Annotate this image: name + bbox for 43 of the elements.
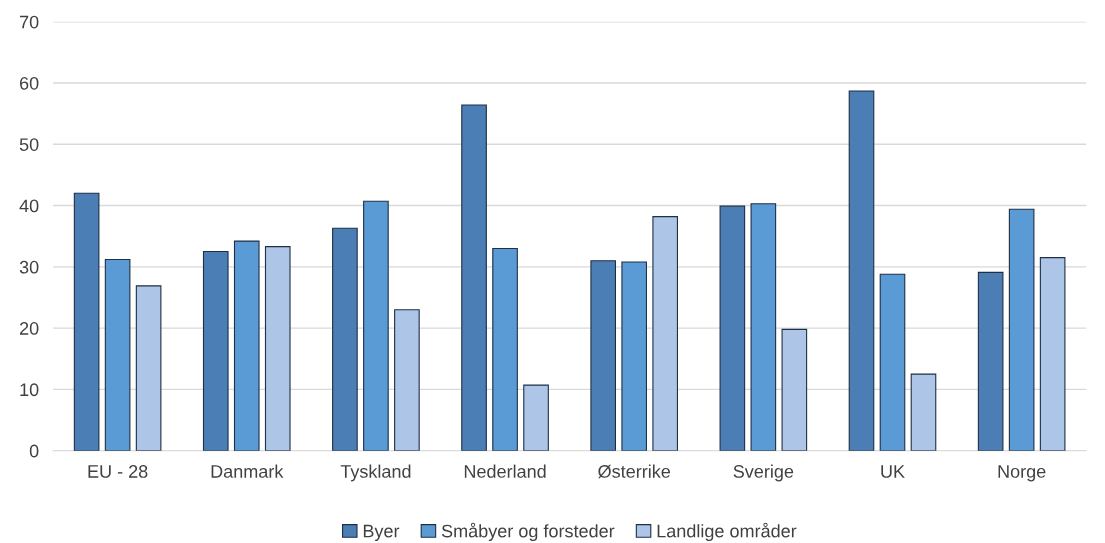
- y-tick-label: 70: [20, 15, 39, 29]
- bar: [394, 309, 420, 451]
- bar: [523, 384, 549, 451]
- bar: [719, 205, 746, 451]
- x-tick-label: EU - 28: [88, 465, 148, 478]
- y-tick-label: 30: [19, 260, 39, 274]
- y-tick-label: 60: [19, 76, 39, 90]
- bar: [750, 203, 777, 451]
- bar: [233, 240, 260, 451]
- y-tick-label: 10: [20, 383, 39, 397]
- legend-label: Byer: [363, 524, 400, 542]
- bar: [73, 192, 100, 451]
- bar: [781, 328, 808, 451]
- bar: [202, 250, 229, 451]
- y-tick-label: 50: [19, 138, 39, 151]
- bar: [363, 200, 389, 451]
- legend-label: Landlige områder: [657, 522, 797, 542]
- x-tick-label: UK: [881, 465, 905, 478]
- x-tick-label: Sverige: [733, 464, 794, 482]
- bar: [135, 285, 162, 451]
- bar: [1008, 208, 1035, 451]
- bar: [461, 104, 487, 451]
- y-tick-label: 20: [19, 322, 39, 335]
- bar: [910, 373, 937, 451]
- bar: [977, 271, 1004, 451]
- bar: [104, 258, 131, 451]
- x-tick-label: Nederland: [464, 464, 546, 478]
- bar: [264, 246, 291, 451]
- y-tick-label: 0: [29, 444, 39, 458]
- bar: [590, 260, 617, 451]
- bar: [621, 261, 648, 451]
- bar: [1039, 257, 1066, 451]
- x-tick-label: Norge: [998, 465, 1046, 482]
- x-tick-label: Østerrike: [598, 464, 671, 479]
- legend-label: Småbyer og forsteder: [441, 522, 615, 542]
- bar: [879, 273, 906, 451]
- bar: [652, 216, 679, 451]
- x-tick-label: Tyskland: [340, 464, 411, 482]
- bar: [492, 247, 518, 451]
- bar: [332, 227, 358, 451]
- x-tick-label: Danmark: [211, 464, 284, 478]
- bar: [848, 90, 875, 451]
- y-tick-label: 40: [19, 199, 39, 213]
